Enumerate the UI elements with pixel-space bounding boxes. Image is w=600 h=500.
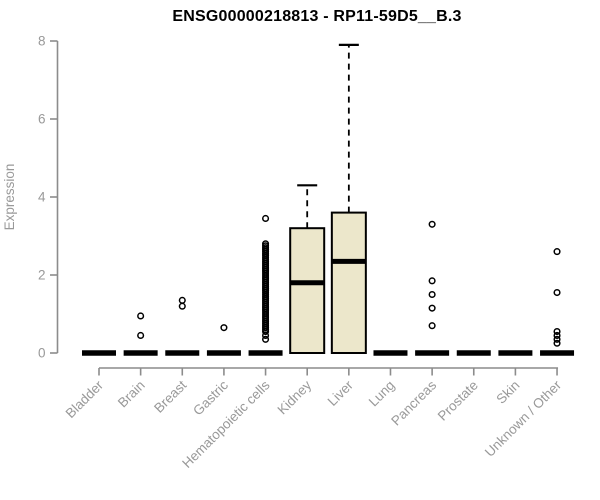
outlier-point [553, 331, 561, 340]
x-tick-label: Unknown / Other [482, 377, 565, 460]
y-tick-label: 2 [38, 268, 46, 283]
outlier-point [553, 289, 561, 297]
outlier-point [553, 335, 561, 343]
x-tick-label: Breast [151, 377, 189, 415]
outlier-point [262, 328, 270, 336]
box [289, 227, 326, 354]
x-tick-label: Liver [325, 377, 357, 409]
x-tick-label: Brain [115, 378, 148, 411]
x-tick-label: Pancreas [388, 377, 439, 428]
y-tick-label: 6 [38, 112, 46, 127]
outlier-point [553, 328, 561, 336]
outlier-point [178, 302, 186, 310]
outlier-point [553, 248, 561, 256]
x-tick-label: Lung [366, 378, 398, 410]
outlier-point [428, 220, 436, 228]
y-tick-label: 8 [38, 34, 46, 49]
x-tick-label: Prostate [435, 378, 481, 424]
outlier-point [137, 312, 145, 320]
box [330, 211, 367, 354]
x-tick-label: Skin [493, 378, 522, 407]
y-axis-label: Expression [2, 164, 17, 231]
outlier-point [262, 214, 270, 222]
outlier-point [428, 322, 436, 330]
outlier-point [137, 331, 145, 340]
outlier-point [178, 296, 186, 304]
outlier-point [428, 277, 436, 285]
outlier-point [262, 331, 270, 340]
x-tick-label: Gastric [190, 377, 231, 418]
y-tick-label: 0 [38, 346, 46, 361]
y-tick-label: 4 [38, 190, 46, 205]
outlier-point [220, 324, 228, 332]
outlier-point [553, 339, 561, 347]
outlier-point [262, 335, 270, 343]
outlier-point [428, 304, 436, 312]
chart-title: ENSG00000218813 - RP11-59D5__B.3 [172, 8, 462, 25]
outlier-point [428, 290, 436, 299]
x-tick-label: Bladder [63, 377, 107, 421]
x-tick-label: Kidney [275, 377, 315, 417]
